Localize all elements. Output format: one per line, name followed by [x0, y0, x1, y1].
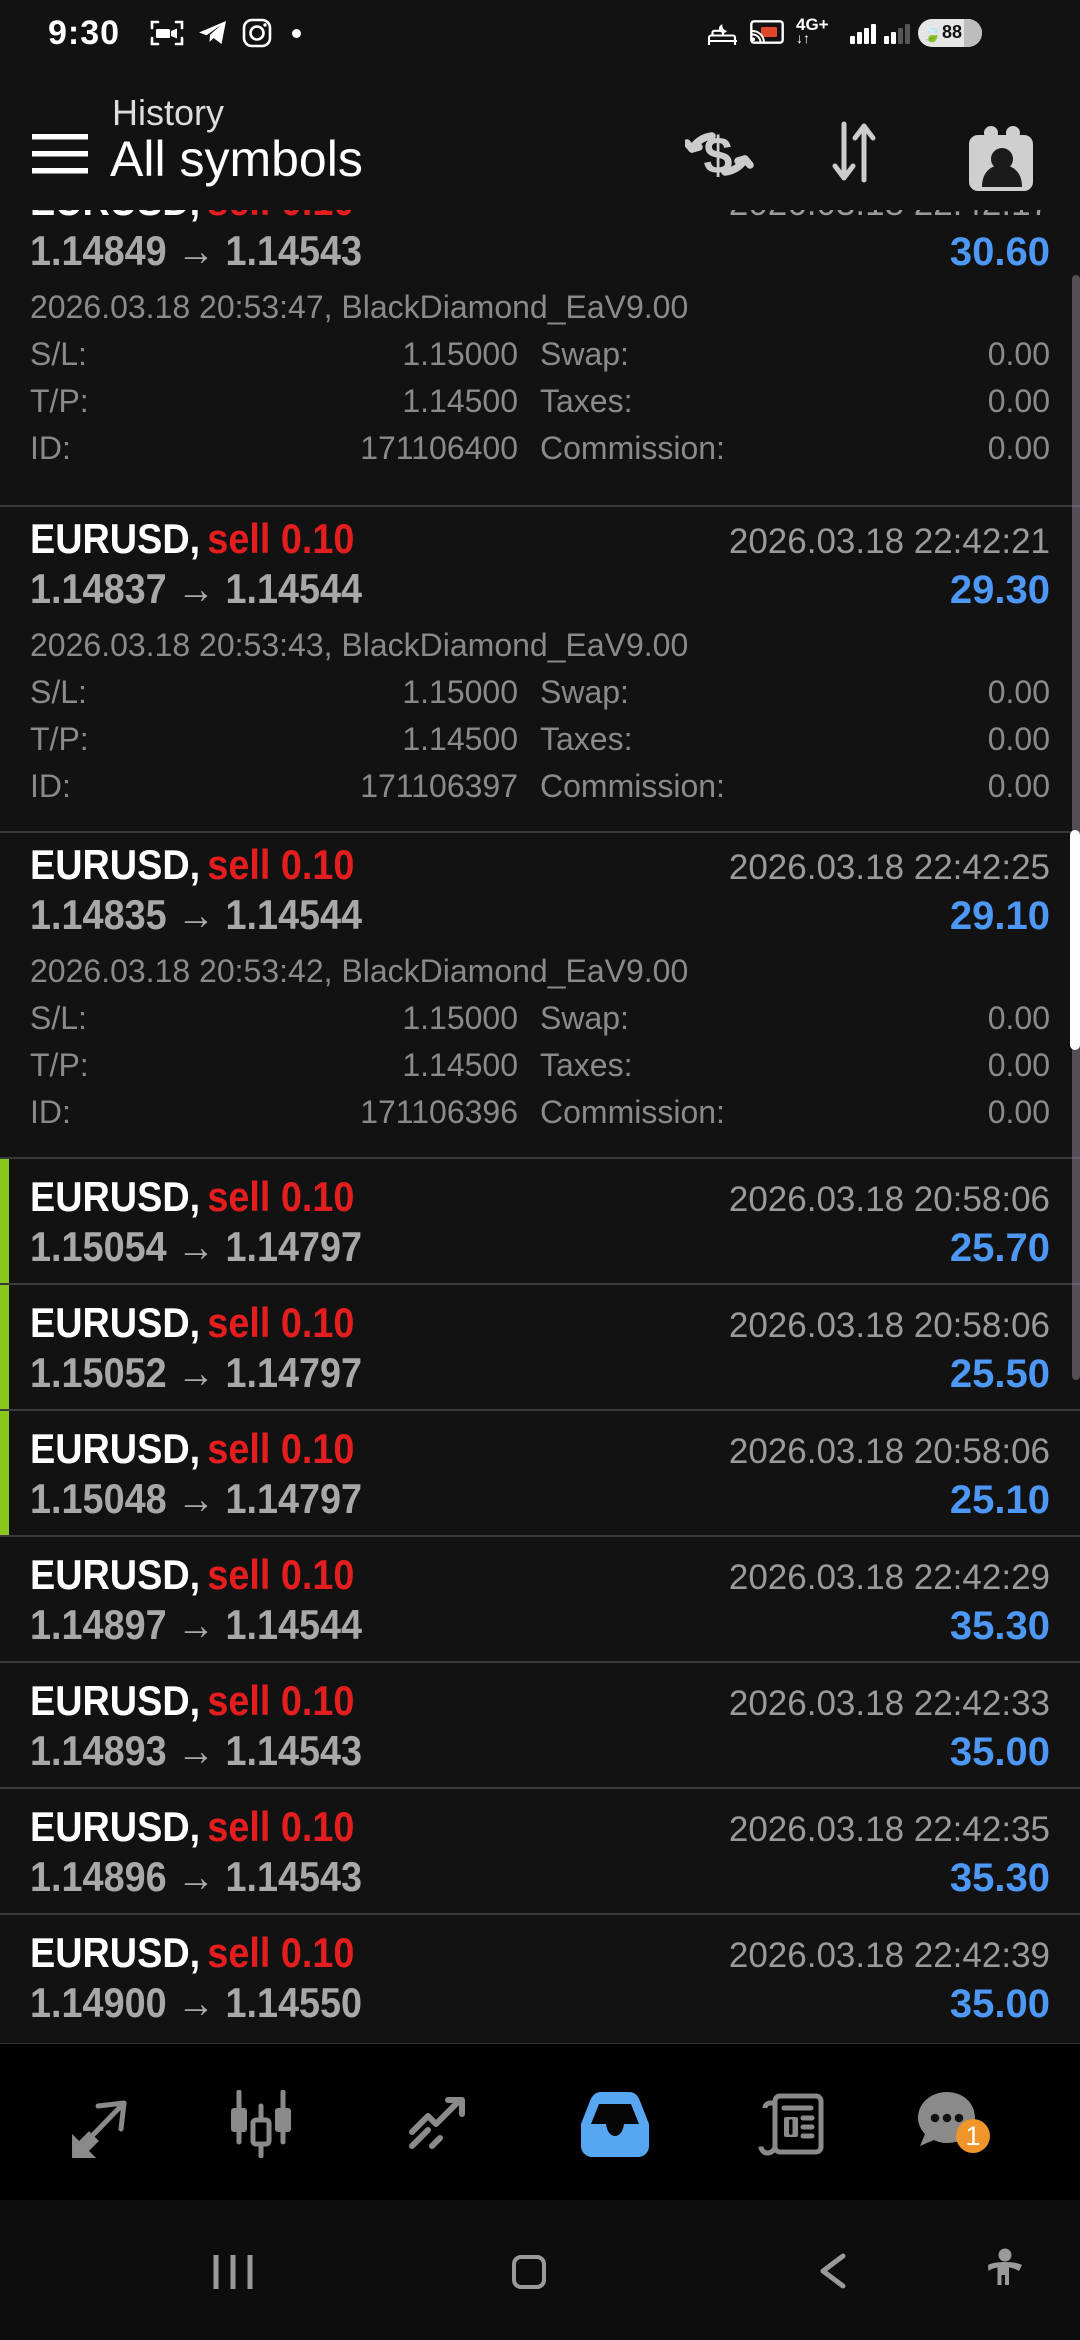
svg-text:1: 1	[965, 2121, 980, 2151]
svg-text:$: $	[704, 127, 733, 185]
